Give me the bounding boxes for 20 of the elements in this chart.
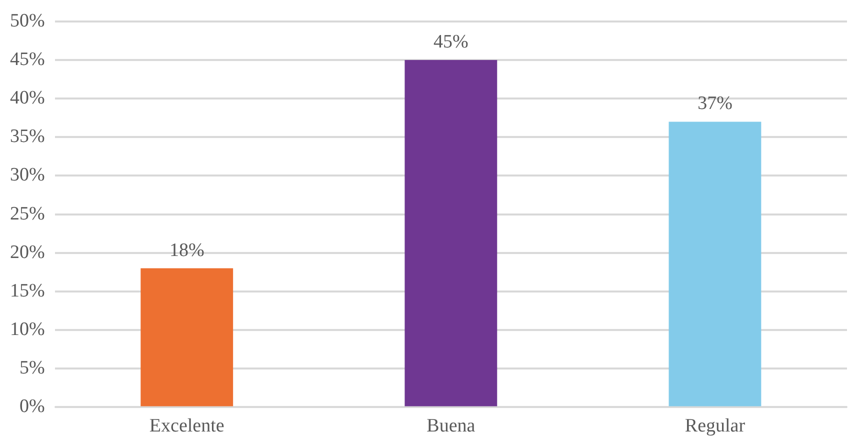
y-tick-label: 20% [10,242,45,263]
bar [668,122,762,406]
y-tick-label: 35% [10,126,45,148]
x-tick-label: Buena [426,416,476,437]
y-tick-label: 30% [10,164,45,186]
y-tick-label: 5% [20,358,45,379]
data-label: 37% [698,93,733,114]
x-tick-label: Excelente [149,416,224,437]
y-tick-label: 10% [10,319,45,340]
y-tick-label: 50% [10,10,45,32]
y-tick-label: 40% [10,88,45,109]
x-tick-label: Regular [684,416,746,437]
y-tick-label: 25% [10,203,45,224]
y-tick-label: 45% [10,48,45,70]
data-label: 18% [169,240,204,261]
y-tick-label: 15% [10,280,45,302]
bar [140,268,234,406]
data-label: 45% [434,31,468,52]
y-tick-label: 0% [20,396,45,418]
bar [404,60,498,406]
